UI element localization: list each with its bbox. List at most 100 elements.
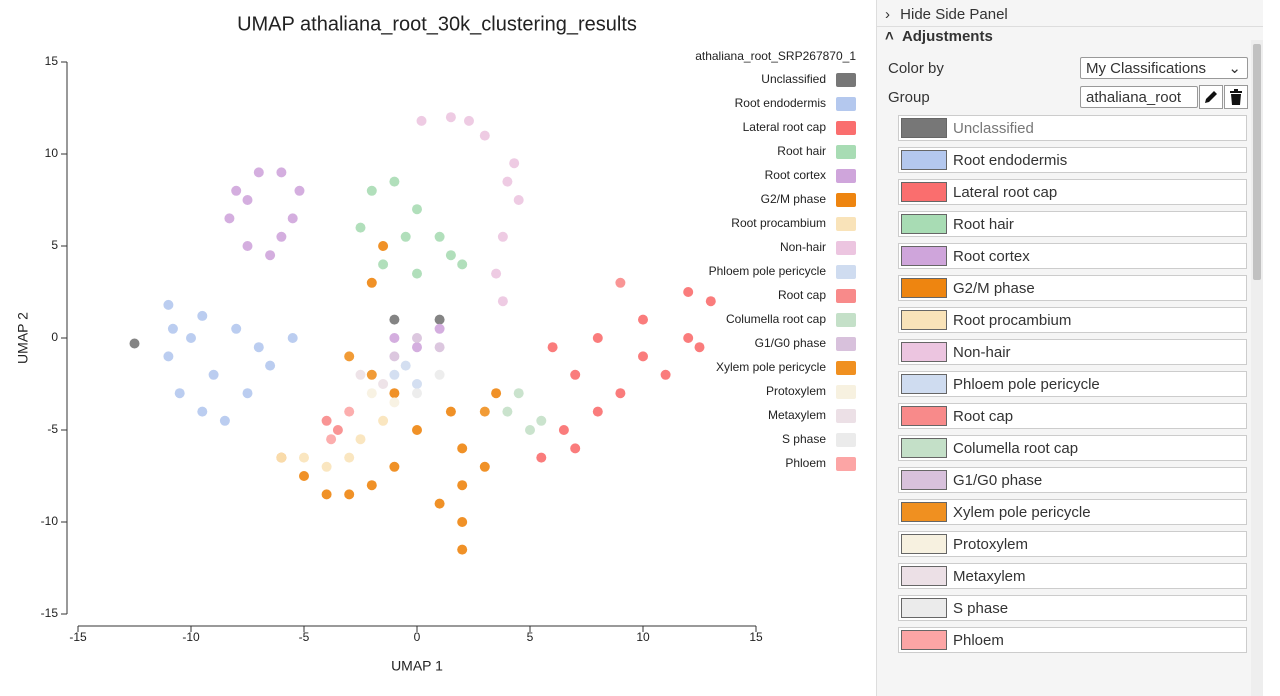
class-swatch[interactable] [901,470,947,490]
class-swatch[interactable] [901,118,947,138]
point [287,333,298,343]
class-row[interactable]: Root procambium [898,307,1247,333]
point [497,231,508,242]
class-row[interactable]: Metaxylem [898,563,1247,589]
point [197,406,208,417]
legend-label: Metaxylem [768,408,826,422]
class-name: G1/G0 phase [953,472,1043,489]
point [412,268,422,279]
class-name: Root cortex [953,248,1030,265]
class-row[interactable]: Lateral root cap [898,179,1247,205]
scrollbar[interactable] [1251,40,1263,696]
point [299,452,309,463]
point [174,388,185,399]
point [389,351,400,362]
class-swatch[interactable] [901,566,947,586]
class-row[interactable]: Non-hair [898,339,1247,365]
class-row[interactable]: Root cortex [898,243,1247,269]
point [434,323,445,334]
point [253,342,264,353]
point [570,369,581,380]
point [366,388,377,399]
class-row[interactable]: G2/M phase [898,275,1247,301]
class-swatch[interactable] [901,246,947,266]
class-row[interactable]: Phloem [898,627,1247,653]
class-swatch[interactable] [901,278,947,298]
class-swatch[interactable] [901,310,947,330]
class-swatch[interactable] [901,406,947,426]
class-swatch[interactable] [901,534,947,554]
legend-label: Root cap [778,288,826,302]
point [592,406,603,417]
class-row[interactable]: G1/G0 phase [898,467,1247,493]
point [457,480,468,491]
class-name: Non-hair [953,344,1011,361]
class-name: Unclassified [953,120,1034,137]
class-swatch[interactable] [901,502,947,522]
color-by-select[interactable]: My Classifications ⌄ [1080,57,1248,79]
point [615,277,626,288]
class-swatch[interactable] [901,150,947,170]
legend-swatch [836,289,856,303]
class-row[interactable]: Protoxylem [898,531,1247,557]
point [445,250,456,261]
point [389,369,400,380]
point [231,185,242,196]
point [231,323,242,334]
class-swatch[interactable] [901,342,947,362]
class-row[interactable]: Root endodermis [898,147,1247,173]
legend-swatch [836,241,856,255]
point [242,195,253,205]
class-row[interactable]: Root hair [898,211,1247,237]
point [412,379,422,389]
point [570,443,581,454]
class-swatch[interactable] [901,630,947,650]
point [389,461,400,472]
point [547,342,558,353]
legend-swatch [836,409,856,423]
x-tick-label: 10 [636,630,650,644]
class-name: Protoxylem [953,536,1029,553]
group-select[interactable]: athaliana_root [1080,86,1198,108]
class-swatch[interactable] [901,214,947,234]
class-name: Columella root cap [953,440,1079,457]
point [321,461,332,472]
adjustments-header[interactable]: ˄ Adjustments [885,28,993,45]
point [224,213,235,224]
point [332,425,343,435]
legend-label: Lateral root cap [743,120,827,134]
class-name: Root hair [953,216,1014,233]
point [219,415,230,426]
point [412,388,422,399]
point [705,296,716,307]
point [366,185,377,196]
class-swatch[interactable] [901,438,947,458]
class-row[interactable]: Phloem pole pericycle [898,371,1247,397]
class-swatch[interactable] [901,374,947,394]
point [287,213,298,224]
group-actions [1199,85,1248,109]
point [445,406,456,417]
select-value: athaliana_root [1086,89,1182,106]
point [638,314,648,325]
x-tick-label: -5 [299,630,310,644]
class-row[interactable]: Xylem pole pericycle [898,499,1247,525]
class-swatch[interactable] [901,598,947,618]
y-axis-label: UMAP 2 [15,312,31,364]
legend-swatch [836,433,856,447]
class-row[interactable]: Unclassified [898,115,1247,141]
point [163,351,174,362]
point [592,333,603,343]
class-swatch[interactable] [901,182,947,202]
point [412,204,422,215]
point [457,259,468,270]
hide-panel-toggle[interactable]: › Hide Side Panel [885,6,1008,23]
legend-swatch [836,361,856,375]
point [400,231,411,242]
class-row[interactable]: S phase [898,595,1247,621]
point [197,310,208,321]
legend-label: S phase [782,432,826,446]
class-row[interactable]: Root cap [898,403,1247,429]
class-row[interactable]: Columella root cap [898,435,1247,461]
point [276,231,287,242]
